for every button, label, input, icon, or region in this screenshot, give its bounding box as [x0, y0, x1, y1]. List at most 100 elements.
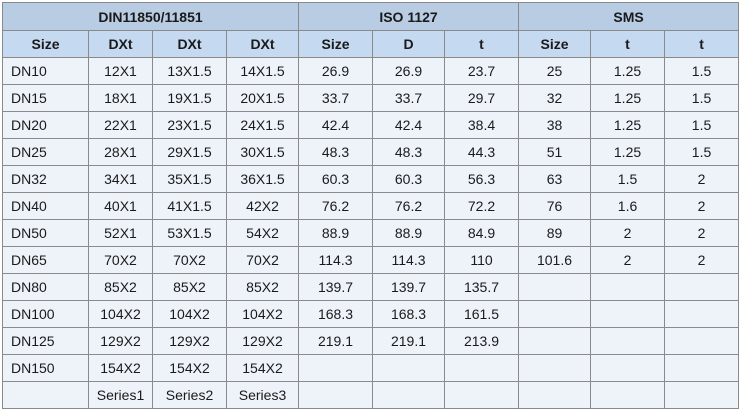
table-cell — [444, 381, 520, 409]
table-row: DN32 34X1 35X1.5 36X1.5 60.3 60.3 56.3 63 1.5 2 — [2, 165, 740, 193]
table-cell — [590, 381, 666, 409]
column-header: t — [590, 30, 666, 58]
table-cell: 13X1.5 — [152, 57, 227, 85]
table-row: DN65 70X2 70X2 70X2 114.3 114.3 110 101.6 2 2 — [2, 246, 740, 274]
table-cell: 89 — [518, 219, 592, 247]
table-body: DN10 12X1 13X1.5 14X1.5 26.9 26.9 23.7 25 1.25 1.… — [2, 57, 740, 409]
column-header: t — [664, 30, 740, 58]
table-row: DN20 22X1 23X1.5 24X1.5 42.4 42.4 38.4 38 1.25 1.… — [2, 111, 740, 139]
table-cell: 1.25 — [590, 138, 666, 166]
table-cell: 154X2 — [88, 354, 153, 382]
table-cell: 104X2 — [152, 300, 227, 328]
table-row: DN80 85X2 85X2 85X2 139.7 139.7 135.7 — [2, 273, 740, 301]
table-cell: 85X2 — [88, 273, 153, 301]
table-cell: DN10 — [2, 57, 89, 85]
table-cell: 48.3 — [298, 138, 374, 166]
table-cell: 52X1 — [88, 219, 153, 247]
table-cell: DN100 — [2, 300, 89, 328]
table-cell: 104X2 — [88, 300, 153, 328]
table-cell: 29.7 — [444, 84, 520, 112]
table-cell: 1.5 — [664, 57, 740, 85]
table-row: DN50 52X1 53X1.5 54X2 88.9 88.9 84.9 89 2 2 — [2, 219, 740, 247]
table-cell: 1.5 — [664, 138, 740, 166]
table-cell: DN80 — [2, 273, 89, 301]
table-cell — [664, 300, 740, 328]
table-cell: 154X2 — [225, 354, 300, 382]
table-cell: 139.7 — [298, 273, 374, 301]
table-cell: 23.7 — [444, 57, 520, 85]
table-row: DN125 129X2 129X2 129X2 219.1 219.1 213.9 — [2, 327, 740, 355]
table-cell — [518, 381, 592, 409]
table-cell: 129X2 — [88, 327, 153, 355]
table-cell: Series1 — [88, 381, 153, 409]
table-cell: 2 — [664, 219, 740, 247]
table-row: DN25 28X1 29X1.5 30X1.5 48.3 48.3 44.3 51 1.25 1.… — [2, 138, 740, 166]
table-cell: 139.7 — [372, 273, 446, 301]
column-header: D — [372, 30, 446, 58]
column-header: DXt — [152, 30, 227, 58]
table-cell: 2 — [664, 192, 740, 220]
table-cell: 41X1.5 — [152, 192, 227, 220]
table-cell — [664, 354, 740, 382]
table-cell: DN20 — [2, 111, 89, 139]
table-cell: 213.9 — [444, 327, 520, 355]
table-cell: 85X2 — [225, 273, 300, 301]
table-cell: 60.3 — [372, 165, 446, 193]
table-cell — [518, 300, 592, 328]
table-cell — [372, 381, 446, 409]
table-cell: 20X1.5 — [225, 84, 300, 112]
table-cell — [518, 354, 592, 382]
table-cell — [590, 300, 666, 328]
table-row: DN150 154X2 154X2 154X2 — [2, 354, 740, 382]
table-cell: 88.9 — [372, 219, 446, 247]
table-row: DN10 12X1 13X1.5 14X1.5 26.9 26.9 23.7 25 1.25 1.… — [2, 57, 740, 85]
table-cell — [664, 381, 740, 409]
table-cell: DN125 — [2, 327, 89, 355]
table-cell: 23X1.5 — [152, 111, 227, 139]
table-cell: 168.3 — [298, 300, 374, 328]
table-cell — [298, 381, 374, 409]
table-row: DN40 40X1 41X1.5 42X2 76.2 76.2 72.2 76 1.6 2 — [2, 192, 740, 220]
group-header: DIN11850/11851 — [1, 2, 300, 31]
table-cell: 1.25 — [590, 84, 666, 112]
table-cell: 42.4 — [298, 111, 374, 139]
table-row: DN100 104X2 104X2 104X2 168.3 168.3 161.5 — [2, 300, 740, 328]
table-cell: 19X1.5 — [152, 84, 227, 112]
table-cell: 63 — [518, 165, 592, 193]
table-cell: 12X1 — [88, 57, 153, 85]
table-cell — [518, 327, 592, 355]
table-cell: 35X1.5 — [152, 165, 227, 193]
table-cell: 51 — [518, 138, 592, 166]
table-cell: 38.4 — [444, 111, 520, 139]
table-cell: 60.3 — [298, 165, 374, 193]
table-cell: 26.9 — [298, 57, 374, 85]
table-cell: 219.1 — [372, 327, 446, 355]
table-cell: 154X2 — [152, 354, 227, 382]
table-cell: 53X1.5 — [152, 219, 227, 247]
table-cell: DN150 — [2, 354, 89, 382]
group-header: ISO 1127 — [298, 2, 520, 31]
table-cell: 135.7 — [444, 273, 520, 301]
table-cell: 42.4 — [372, 111, 446, 139]
table-cell: 76.2 — [372, 192, 446, 220]
table-cell: Series3 — [225, 381, 300, 409]
table-cell: 30X1.5 — [225, 138, 300, 166]
table-cell: 2 — [590, 219, 666, 247]
table-cell: DN32 — [2, 165, 89, 193]
table-cell: 70X2 — [88, 246, 153, 274]
table-cell: 110 — [444, 246, 520, 274]
column-header: DXt — [225, 30, 300, 58]
table-cell: 70X2 — [225, 246, 300, 274]
table-cell: 1.25 — [590, 57, 666, 85]
table-cell: 18X1 — [88, 84, 153, 112]
table-cell: 1.5 — [590, 165, 666, 193]
table-cell: 104X2 — [225, 300, 300, 328]
table-cell: 114.3 — [298, 246, 374, 274]
table-cell: 24X1.5 — [225, 111, 300, 139]
column-header: Size — [2, 30, 89, 58]
table-cell: 1.5 — [664, 111, 740, 139]
table-cell: DN40 — [2, 192, 89, 220]
table-cell: DN25 — [2, 138, 89, 166]
